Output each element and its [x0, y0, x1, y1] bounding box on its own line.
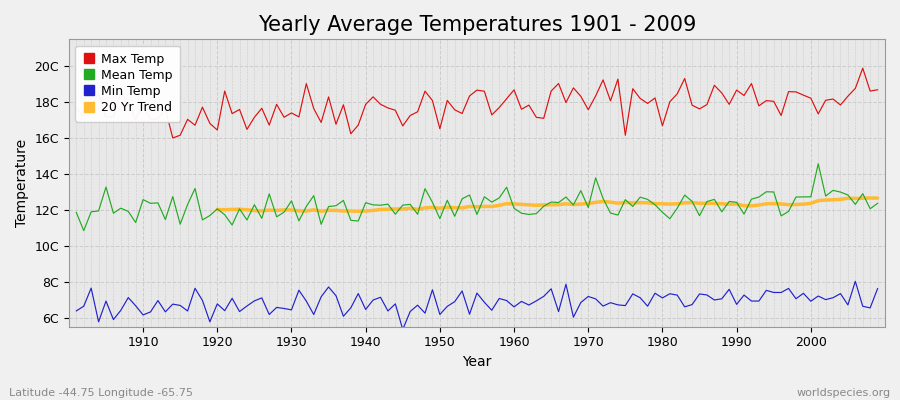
Text: worldspecies.org: worldspecies.org [796, 388, 891, 398]
Text: Latitude -44.75 Longitude -65.75: Latitude -44.75 Longitude -65.75 [9, 388, 193, 398]
X-axis label: Year: Year [463, 355, 491, 369]
Title: Yearly Average Temperatures 1901 - 2009: Yearly Average Temperatures 1901 - 2009 [257, 15, 696, 35]
Y-axis label: Temperature: Temperature [15, 139, 29, 227]
Legend: Max Temp, Mean Temp, Min Temp, 20 Yr Trend: Max Temp, Mean Temp, Min Temp, 20 Yr Tre… [76, 46, 180, 122]
